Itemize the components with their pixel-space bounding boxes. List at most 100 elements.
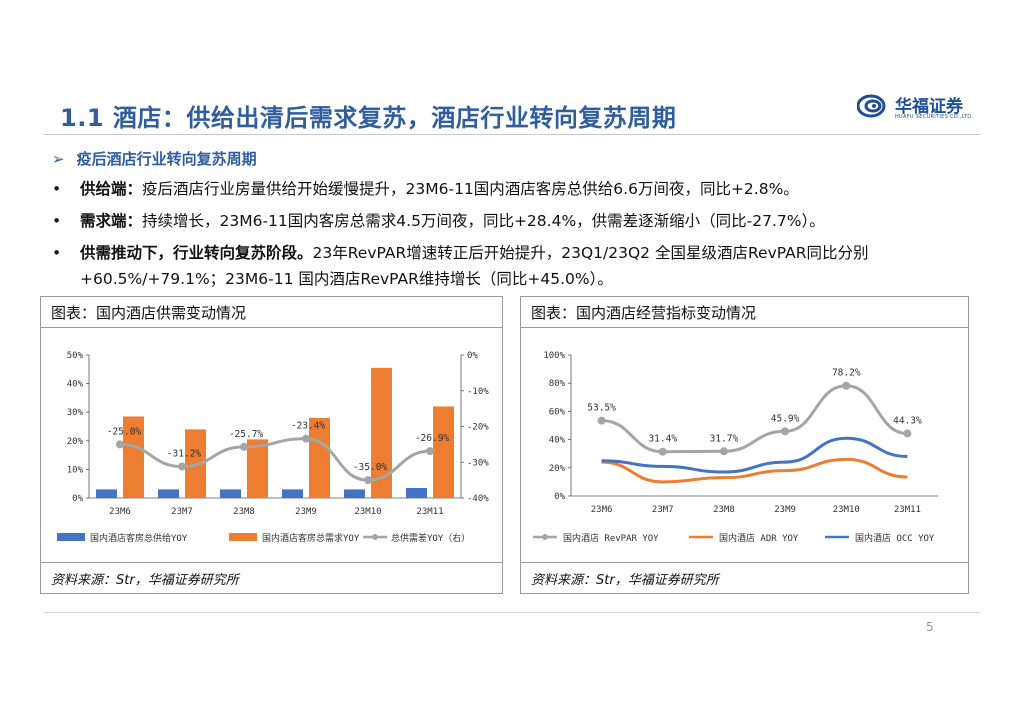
data-label-revpar: 53.5% [587, 403, 616, 414]
line-occ-yoy [601, 436, 908, 474]
data-label-revpar: 44.3% [893, 416, 922, 427]
x-tick-label: 23M9 [295, 507, 317, 517]
point-supply-demand-gap [364, 476, 372, 485]
panel-source: 资料来源：Str，华福证券研究所 [51, 573, 239, 588]
bullet-text: 疫后酒店行业房量供给开始缓慢提升，23M6-11国内酒店客房总供给6.6万间夜，… [142, 180, 799, 198]
legend-marker [542, 534, 548, 540]
y-tick-label: 80% [549, 379, 566, 389]
y-tick-label-left: 10% [67, 465, 84, 475]
bullet-text: 持续增长，23M6-11国内客房总需求4.5万间夜，同比+28.4%，供需差逐渐… [142, 212, 825, 230]
bar-demand-yoy [309, 417, 330, 498]
data-label-gap: -23.4% [291, 421, 326, 432]
bar-demand-yoy [247, 439, 268, 498]
bullet-dot: • [52, 244, 62, 262]
line-supply-demand-gap [119, 437, 431, 482]
bullet-dot: • [52, 212, 62, 230]
legend-label-gap: 总供需差YOY（右） [391, 532, 470, 544]
bar-supply-yoy [406, 487, 427, 498]
bullet-bold: 供需推动下，行业转向复苏阶段。 [80, 244, 313, 262]
point-supply-demand-gap [178, 462, 186, 471]
legend-swatch-demand [229, 533, 257, 541]
x-tick-label: 23M9 [774, 505, 796, 515]
bar-supply-yoy [344, 489, 365, 498]
bullet-dot: • [52, 180, 62, 198]
y-tick-label-right: 0% [467, 351, 478, 361]
operating-metrics-panel: 图表：国内酒店经营指标变动情况 0% 20% 40% 60% 80% 100% 23M6 23… [520, 296, 969, 594]
point-supply-demand-gap [116, 440, 124, 449]
bullet-supply: • 供给端：疫后酒店行业房量供给开始缓慢提升，23M6-11国内酒店客房总供给6… [52, 176, 972, 202]
bar-supply-yoy [282, 489, 303, 498]
point-revpar-yoy [597, 416, 606, 425]
panel-header: 图表：国内酒店供需变动情况 [41, 297, 502, 328]
x-tick-label: 23M11 [894, 505, 921, 515]
panel-source: 资料来源：Str，华福证券研究所 [531, 573, 719, 588]
bullet-recovery: • 供需推动下，行业转向复苏阶段。23年RevPAR增速转正后开始提升，23Q1… [52, 240, 972, 292]
data-label-revpar: 31.4% [648, 434, 677, 445]
bar-demand-yoy [371, 367, 392, 498]
legend-marker-gap [372, 534, 378, 540]
subheading-text: 疫后酒店行业转向复苏周期 [76, 150, 257, 168]
company-logo: 华福证券 HUAFU SECURITIES CO.,LTD. [857, 92, 977, 124]
y-tick-label-left: 50% [67, 351, 84, 361]
section-subheading: ➢ 疫后酒店行业转向复苏周期 [52, 148, 257, 169]
x-tick-label: 23M10 [833, 505, 860, 515]
legend-label-supply: 国内酒店客房总供给YOY [90, 532, 188, 544]
y-tick-label: 60% [549, 407, 566, 417]
panel-title: 图表：国内酒店经营指标变动情况 [531, 304, 757, 322]
point-revpar-yoy [903, 429, 912, 438]
legend-label: 国内酒店 RevPAR YOY [563, 532, 659, 544]
point-revpar-yoy [781, 427, 790, 436]
y-tick-label-right: -20% [467, 423, 489, 433]
legend-label: 国内酒店 ADR YOY [719, 532, 799, 544]
data-label-gap: -26.9% [415, 433, 450, 444]
bar-supply-yoy [158, 489, 179, 498]
x-tick-label: 23M7 [652, 505, 674, 515]
y-tick-label-right: -30% [467, 458, 489, 468]
x-tick-label: 23M7 [171, 507, 193, 517]
logo-text-cn: 华福证券 [895, 97, 963, 117]
x-tick-label: 23M6 [591, 505, 613, 515]
x-tick-label: 23M10 [354, 507, 381, 517]
arrow-bullet-icon: ➢ [52, 150, 65, 168]
point-supply-demand-gap [240, 442, 248, 451]
bar-demand-yoy [123, 416, 144, 498]
bullet-text: 23年RevPAR增速转正后开始提升，23Q1/23Q2 全国星级酒店RevPA… [80, 244, 869, 288]
y-tick-label: 100% [543, 351, 565, 361]
bullet-bold: 供给端： [80, 180, 143, 198]
bar-supply-yoy [220, 489, 241, 498]
x-tick-label: 23M8 [713, 505, 735, 515]
data-label-gap: -25.7% [229, 429, 264, 440]
operating-metrics-chart: 0% 20% 40% 60% 80% 100% 23M6 23M7 23M8 23M9 23M10 2… [533, 351, 938, 544]
header-divider [44, 134, 980, 135]
panel-footer: 资料来源：Str，华福证券研究所 [41, 562, 502, 593]
y-tick-label-right: -40% [467, 494, 489, 504]
y-tick-label-left: 20% [67, 437, 84, 447]
page-number: 5 [926, 620, 934, 634]
data-label-gap: -25.0% [107, 426, 142, 437]
page-title: 1.1 酒店：供给出清后需求复苏，酒店行业转向复苏周期 [60, 104, 677, 132]
legend-label-demand: 国内酒店客房总需求YOY [262, 532, 360, 544]
point-revpar-yoy [658, 447, 667, 456]
point-revpar-yoy [719, 447, 728, 456]
logo-swirl-icon [857, 94, 886, 118]
data-label-gap: -31.2% [167, 449, 202, 460]
y-tick-label: 0% [554, 492, 565, 502]
panel-header: 图表：国内酒店经营指标变动情况 [521, 297, 968, 328]
data-label-gap: -35.0% [353, 462, 388, 473]
data-label-revpar: 31.7% [710, 433, 739, 444]
line-revpar-yoy [601, 384, 908, 454]
bullet-demand: • 需求端：持续增长，23M6-11国内客房总需求4.5万间夜，同比+28.4%… [52, 208, 972, 234]
point-revpar-yoy [842, 381, 851, 390]
supply-demand-chart: 0% 10% 20% 30% 40% 50% -40% -30% -20% -10% 0% 23M6 2… [57, 351, 489, 544]
x-tick-label: 23M6 [109, 507, 131, 517]
y-tick-label-left: 30% [67, 408, 84, 418]
bar-demand-yoy [433, 406, 454, 498]
y-tick-label-left: 0% [72, 494, 83, 504]
x-tick-label: 23M8 [233, 507, 255, 517]
legend-swatch-supply [57, 533, 85, 541]
legend-label: 国内酒店 OCC YOY [855, 532, 935, 544]
data-label-revpar: 45.9% [771, 413, 800, 424]
y-tick-label: 20% [549, 464, 566, 474]
point-supply-demand-gap [302, 434, 310, 443]
y-tick-label-left: 40% [67, 380, 84, 390]
